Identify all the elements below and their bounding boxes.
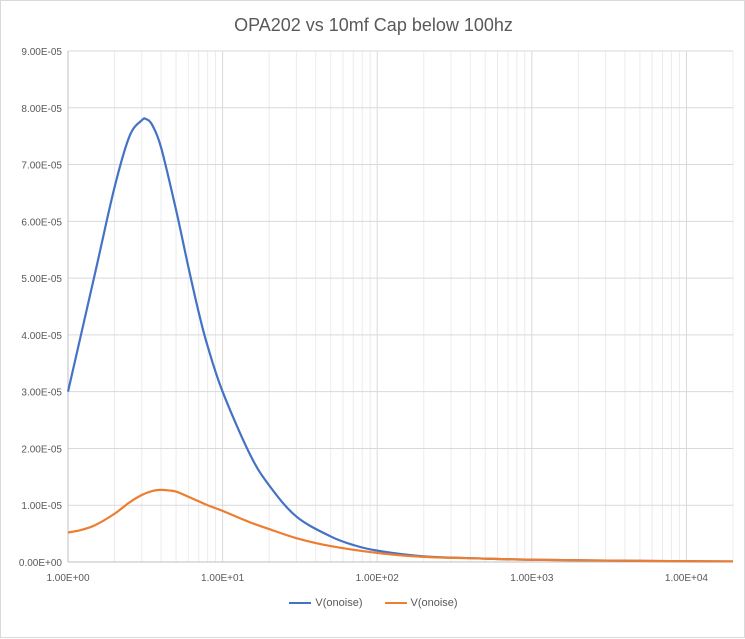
legend-swatch <box>384 602 407 604</box>
y-tick-label: 7.00E-05 <box>21 161 62 172</box>
y-tick-label: 2.00E-05 <box>21 444 62 455</box>
chart-title: OPA202 vs 10mf Cap below 100hz <box>234 15 513 35</box>
x-tick-label: 1.00E+01 <box>201 573 245 584</box>
y-tick-label: 9.00E-05 <box>21 47 62 58</box>
y-tick-label: 1.00E-05 <box>21 501 62 512</box>
legend-label: V(onoise) <box>410 597 458 609</box>
legend-swatch <box>289 602 312 604</box>
legend-item-2: V(onoise) <box>384 597 458 609</box>
x-tick-label: 1.00E+03 <box>510 573 554 584</box>
legend: V(onoise) V(onoise) <box>1 597 745 609</box>
legend-item-1: V(onoise) <box>289 597 363 609</box>
x-tick-label: 1.00E+00 <box>46 573 90 584</box>
y-tick-label: 4.00E-05 <box>21 331 62 342</box>
x-tick-label: 1.00E+02 <box>356 573 400 584</box>
y-tick-label: 0.00E+00 <box>19 558 63 569</box>
y-tick-label: 6.00E-05 <box>21 217 62 228</box>
y-tick-label: 3.00E-05 <box>21 388 62 399</box>
legend-label: V(onoise) <box>315 597 363 609</box>
y-tick-label: 8.00E-05 <box>21 104 62 115</box>
y-tick-label: 5.00E-05 <box>21 274 62 285</box>
series-line-1 <box>66 117 734 563</box>
x-tick-label: 1.00E+04 <box>665 573 709 584</box>
series-line-2 <box>67 488 734 563</box>
